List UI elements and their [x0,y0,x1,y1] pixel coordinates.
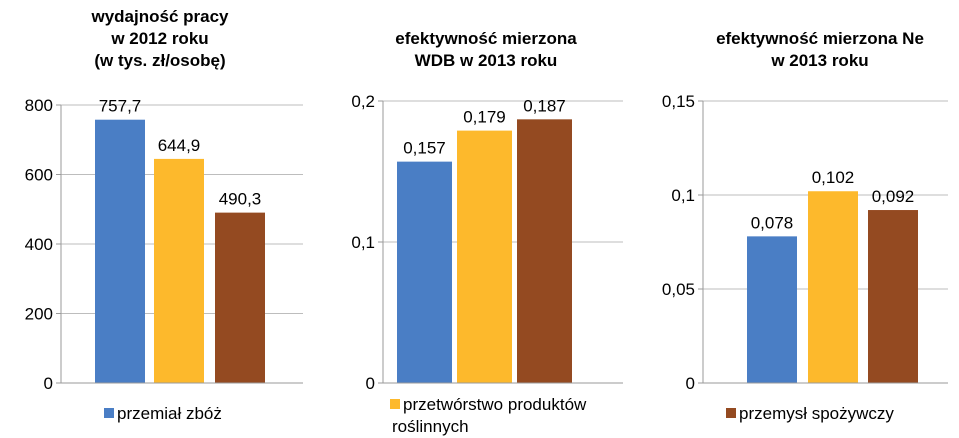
data-label: 0,102 [812,168,855,187]
chart-title-3-line-2: w 2013 roku [771,51,869,70]
y-tick-label: 0,2 [351,92,375,111]
chart-title-1: wydajność pracy w 2012 roku (w tys. zł/o… [40,6,280,72]
legend-1-label: przemiał zbóż [117,404,222,423]
legend-1: przemiał zbóż [104,403,222,425]
data-label: 644,9 [158,136,201,155]
chart-title-1-line-3: (w tys. zł/osobę) [94,51,226,70]
bar-2 [154,158,204,383]
chart-title-2: efektywność mierzona WDB w 2013 roku [366,28,606,72]
chart-title-3-line-1: efektywność mierzona Ne [716,29,924,48]
bar-1 [747,236,797,383]
chart-title-3: efektywność mierzona Ne w 2013 roku [684,28,956,72]
data-label: 757,7 [99,97,142,116]
y-tick-label: 800 [25,96,53,115]
chart-panel-3: efektywność mierzona Ne w 2013 roku 0 0,0… [640,0,959,433]
y-tick-label: 0,05 [662,280,695,299]
data-label: 0,092 [872,187,915,206]
legend-3: przemysł spożywczy [726,403,894,425]
legend-1-swatch [104,408,114,418]
data-label: 490,3 [219,190,262,209]
bar-1 [397,161,452,383]
y-tick-label: 0,15 [662,92,695,111]
bar-3 [215,212,265,383]
y-tick-label: 0,1 [351,233,375,252]
data-label: 0,187 [523,96,566,115]
data-label: 0,179 [463,108,506,127]
bar-chart-1: 0 200 400 600 800 757,7 644,9 490,3 [25,96,303,393]
bar-chart-2: 0 0,1 0,2 0,157 0,179 0,187 [351,92,623,393]
bar-2 [457,130,512,383]
y-tick-label: 0,1 [671,186,695,205]
bar-3 [868,210,918,383]
bar-3 [517,119,572,383]
bar-chart-3: 0 0,05 0,1 0,15 0,078 0,102 0,092 [662,92,948,393]
legend-3-label: przemysł spożywczy [739,404,894,423]
legend-2: przetwórstwo produktów roślinnych [390,394,586,438]
y-tick-label: 0 [44,374,53,393]
y-tick-label: 200 [25,305,53,324]
y-tick-label: 0 [686,374,695,393]
chart-title-1-line-2: w 2012 roku [111,29,209,48]
chart-title-2-line-1: efektywność mierzona [395,29,577,48]
legend-2-label-line-2: roślinnych [392,417,469,436]
legend-2-label-line-1: przetwórstwo produktów [403,395,587,414]
chart-title-2-line-2: WDB w 2013 roku [414,51,558,70]
chart-panel-1: wydajność pracy w 2012 roku (w tys. zł/o… [0,0,320,433]
bar-2 [808,191,858,383]
chart-title-1-line-1: wydajność pracy [91,7,229,26]
y-tick-label: 400 [25,235,53,254]
data-label: 0,157 [403,139,446,158]
y-tick-label: 600 [25,166,53,185]
legend-2-swatch [390,399,400,409]
bar-1 [95,119,145,383]
chart-panel-2: efektywność mierzona WDB w 2013 roku 0 0,… [320,0,640,436]
data-label: 0,078 [751,213,794,232]
y-tick-label: 0 [366,374,375,393]
legend-3-swatch [726,408,736,418]
